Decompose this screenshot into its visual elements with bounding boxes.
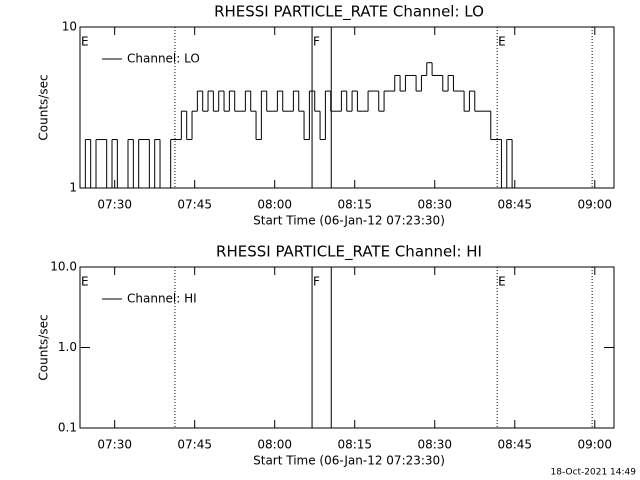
plot-frame [79, 26, 615, 189]
timestamp: 18-Oct-2021 14:49 [551, 468, 637, 478]
legend-label: Channel: LO [127, 52, 200, 66]
x-tick-label: 07:30 [97, 198, 132, 212]
x-tick-label: 08:15 [337, 198, 372, 212]
marker-label: F [313, 275, 320, 289]
x-tick-label: 08:30 [417, 438, 452, 452]
x-tick-label: 07:45 [177, 438, 212, 452]
chart-title: RHESSI PARTICLE_RATE Channel: LO [214, 3, 484, 22]
y-tick-label: 0.1 [58, 421, 77, 435]
x-tick-label: 08:15 [337, 438, 372, 452]
legend-label: Channel: HI [127, 292, 197, 306]
x-tick-label: 09:00 [577, 198, 612, 212]
x-tick-label: 08:30 [417, 198, 452, 212]
x-tick-label: 07:30 [97, 438, 132, 452]
plot-frame [79, 266, 615, 429]
x-tick-label: 08:45 [497, 438, 532, 452]
x-tick-label: 09:00 [577, 438, 612, 452]
chart-title: RHESSI PARTICLE_RATE Channel: HI [216, 243, 482, 262]
y-tick-label: 10 [62, 20, 77, 34]
marker-label: F [313, 35, 320, 49]
marker-label: E [81, 35, 89, 49]
y-tick-label: 1.0 [58, 340, 77, 354]
marker-label: E [498, 275, 506, 289]
marker-label: E [81, 275, 89, 289]
y-tick-label: 10.0 [50, 260, 77, 274]
panel: RHESSI PARTICLE_RATE Channel: LO Start Ti… [37, 3, 615, 228]
data-layer [80, 62, 518, 188]
x-axis-label: Start Time (06-Jan-12 07:23:30) [253, 214, 445, 228]
x-tick-label: 07:45 [177, 198, 212, 212]
y-tick-label: 1 [69, 181, 77, 195]
y-axis-label: Counts/sec [37, 314, 51, 380]
marker-label: E [498, 35, 506, 49]
y-axis-label: Counts/sec [37, 74, 51, 140]
x-tick-label: 08:00 [257, 198, 292, 212]
x-tick-label: 08:00 [257, 438, 292, 452]
x-tick-label: 08:45 [497, 198, 532, 212]
x-axis-label: Start Time (06-Jan-12 07:23:30) [253, 454, 445, 468]
panel: RHESSI PARTICLE_RATE Channel: HI Start Ti… [37, 243, 615, 468]
